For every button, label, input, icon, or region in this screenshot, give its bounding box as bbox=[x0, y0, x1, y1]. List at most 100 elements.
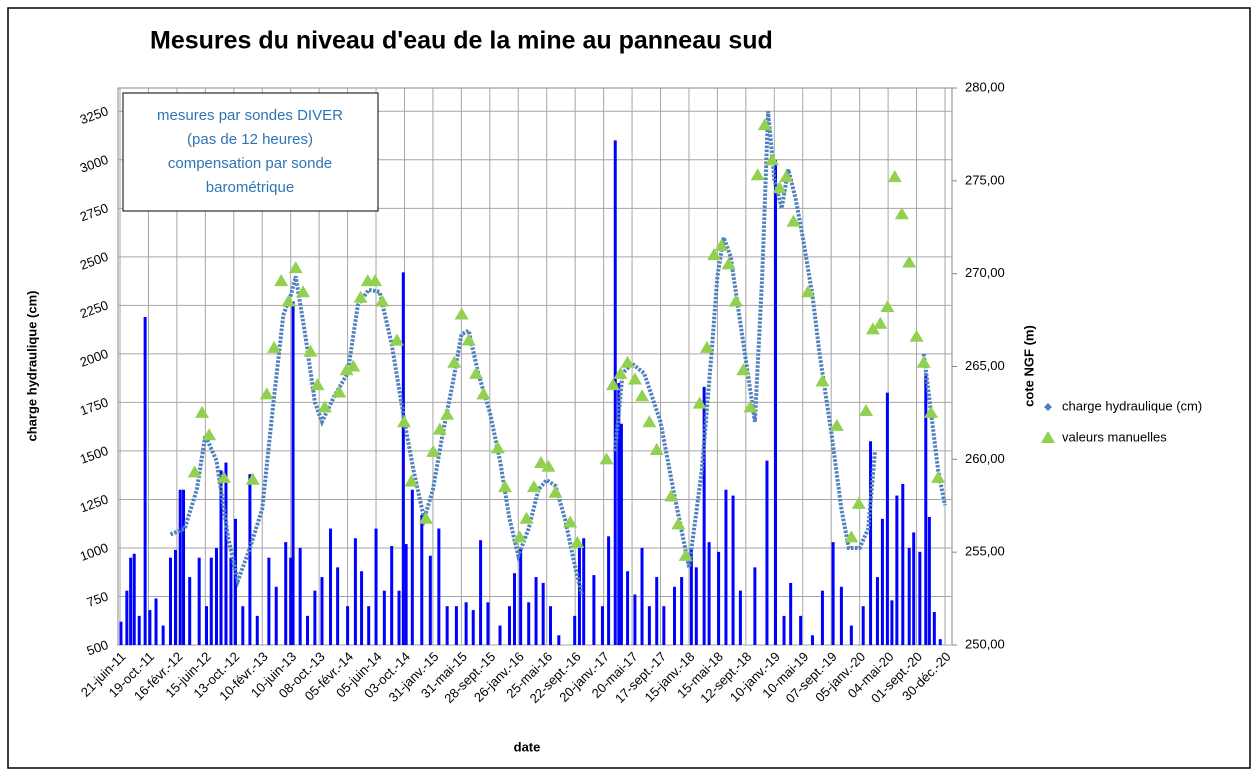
bar bbox=[313, 590, 317, 645]
bar bbox=[479, 540, 483, 645]
data-point bbox=[909, 329, 924, 342]
annotation-text: barométrique bbox=[206, 179, 294, 196]
bar bbox=[291, 301, 295, 645]
y-tick-label: 750 bbox=[85, 588, 111, 610]
legend-label: valeurs manuelles bbox=[1062, 429, 1167, 444]
y2-tick-label: 280,00 bbox=[965, 79, 1005, 94]
bar bbox=[214, 547, 218, 645]
data-point bbox=[368, 274, 383, 287]
bar bbox=[724, 489, 728, 645]
data-point bbox=[303, 344, 318, 357]
bar bbox=[655, 577, 659, 645]
data-point bbox=[274, 274, 289, 287]
bar bbox=[320, 577, 324, 645]
bar bbox=[229, 557, 233, 645]
bar bbox=[607, 536, 611, 645]
bar bbox=[938, 639, 942, 645]
bar bbox=[831, 542, 835, 645]
data-point bbox=[620, 355, 635, 368]
bar bbox=[626, 571, 630, 645]
data-point bbox=[454, 307, 469, 320]
bar bbox=[753, 567, 757, 645]
bar bbox=[382, 590, 386, 645]
data-point bbox=[404, 474, 419, 487]
data-point bbox=[894, 207, 909, 220]
data-point bbox=[534, 456, 549, 469]
bar bbox=[633, 594, 637, 645]
data-point bbox=[548, 485, 563, 498]
bar bbox=[557, 635, 561, 645]
bar bbox=[861, 606, 865, 645]
data-point bbox=[281, 294, 296, 307]
data-point bbox=[288, 261, 303, 274]
bar bbox=[880, 518, 884, 645]
data-point bbox=[887, 170, 902, 183]
data-point bbox=[216, 470, 231, 483]
data-point bbox=[779, 170, 794, 183]
data-point bbox=[469, 366, 484, 379]
data-point bbox=[829, 418, 844, 431]
bar bbox=[329, 528, 333, 645]
data-point bbox=[490, 441, 505, 454]
data-point bbox=[750, 168, 765, 181]
data-point bbox=[418, 511, 433, 524]
bar bbox=[374, 528, 378, 645]
bar bbox=[224, 462, 228, 645]
bar bbox=[907, 547, 911, 645]
bar bbox=[168, 557, 172, 645]
bar bbox=[197, 557, 201, 645]
bar bbox=[410, 489, 414, 645]
bar bbox=[298, 547, 302, 645]
bar bbox=[640, 547, 644, 645]
bar bbox=[137, 615, 141, 645]
data-point bbox=[865, 322, 880, 335]
bar bbox=[486, 602, 490, 645]
bar bbox=[673, 586, 677, 645]
data-point bbox=[267, 340, 282, 353]
annotation-text: mesures par sondes DIVER bbox=[157, 107, 343, 124]
bar bbox=[789, 582, 793, 645]
bar bbox=[924, 373, 928, 645]
data-line bbox=[169, 111, 947, 595]
bar bbox=[707, 542, 711, 645]
bar bbox=[702, 386, 706, 645]
data-point bbox=[426, 444, 441, 457]
bar bbox=[274, 586, 278, 645]
bar bbox=[255, 615, 259, 645]
bar bbox=[849, 625, 853, 645]
data-point bbox=[924, 405, 939, 418]
bar bbox=[143, 317, 147, 645]
bar bbox=[912, 532, 916, 645]
data-point bbox=[245, 472, 260, 485]
bar bbox=[464, 602, 468, 645]
bar bbox=[717, 551, 721, 645]
y2-tick-label: 250,00 bbox=[965, 636, 1005, 651]
bar bbox=[428, 555, 432, 645]
data-point bbox=[599, 452, 614, 465]
bar bbox=[289, 557, 293, 645]
bar bbox=[401, 272, 405, 645]
bar bbox=[782, 615, 786, 645]
data-point bbox=[432, 422, 447, 435]
bar bbox=[367, 606, 371, 645]
bar bbox=[541, 582, 545, 645]
bar bbox=[613, 140, 617, 645]
data-point bbox=[332, 385, 347, 398]
data-point bbox=[317, 400, 332, 413]
bar bbox=[534, 577, 538, 645]
data-point bbox=[440, 407, 455, 420]
data-point bbox=[498, 480, 512, 493]
annotation-text: (pas de 12 heures) bbox=[187, 131, 313, 148]
data-point bbox=[512, 530, 527, 543]
data-point bbox=[736, 363, 751, 376]
bar bbox=[241, 606, 245, 645]
data-point bbox=[800, 285, 815, 298]
bar bbox=[498, 625, 502, 645]
bar bbox=[353, 538, 357, 645]
legend-marker bbox=[1044, 403, 1052, 411]
bar bbox=[927, 516, 931, 645]
bar bbox=[519, 547, 523, 645]
data-point bbox=[721, 257, 736, 270]
bar bbox=[549, 606, 553, 645]
data-point bbox=[310, 378, 325, 391]
